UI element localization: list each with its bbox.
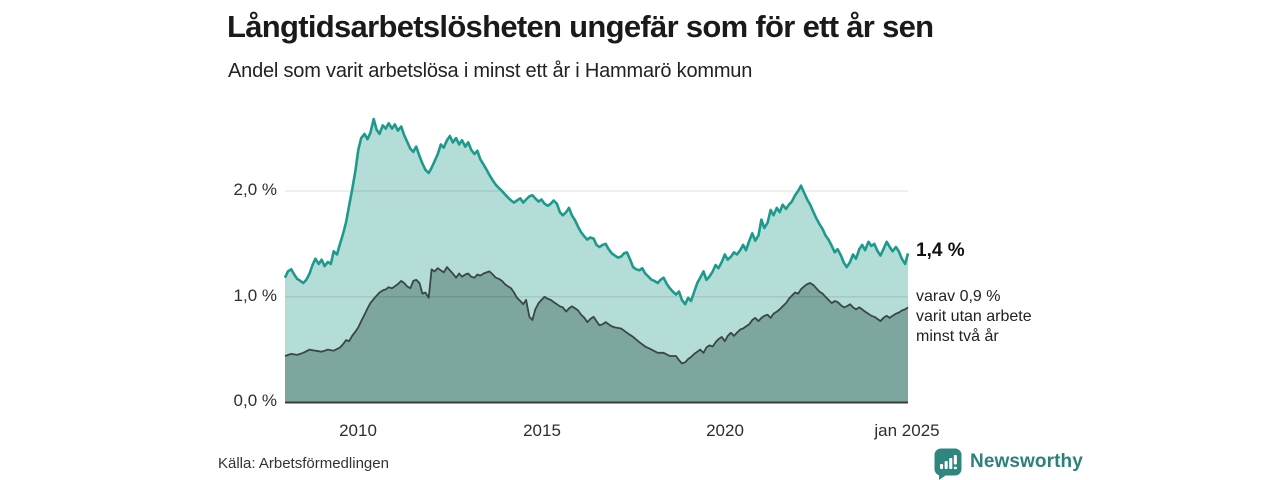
newsworthy-logo-text: Newsworthy bbox=[970, 451, 1083, 472]
series-end-value-label: 1,4 % bbox=[916, 240, 965, 261]
subseries-end-annotation: varav 0,9 % varit utan arbete minst två … bbox=[916, 287, 1032, 347]
series-line-0 bbox=[283, 117, 910, 306]
newsworthy-logo: Newsworthy bbox=[933, 447, 1083, 480]
x-tick-label-2020: 2020 bbox=[706, 421, 744, 440]
series-area-1 bbox=[285, 267, 908, 403]
source-attribution: Källa: Arbetsförmedlingen bbox=[218, 455, 389, 472]
series-line-1 bbox=[284, 266, 909, 365]
newsworthy-logo-icon bbox=[934, 448, 962, 480]
annotation-line-3: minst två år bbox=[916, 328, 999, 345]
annotation-line-2: varit utan arbete bbox=[916, 308, 1032, 325]
x-tick-label-2015: 2015 bbox=[523, 421, 561, 440]
annotation-line-1: varav 0,9 % bbox=[916, 288, 1001, 305]
chart-title: Långtidsarbetslösheten ungefär som för e… bbox=[227, 9, 934, 44]
chart-subtitle: Andel som varit arbetslösa i minst ett å… bbox=[228, 60, 753, 82]
series-lines bbox=[283, 117, 910, 365]
y-tick-label-2: 2,0 % bbox=[233, 180, 277, 199]
x-tick-label-2010: 2010 bbox=[339, 421, 377, 440]
y-tick-label-0: 0,0 % bbox=[233, 391, 277, 410]
y-tick-label-1: 1,0 % bbox=[233, 286, 277, 305]
series-areas bbox=[285, 119, 908, 403]
x-tick-label-jan-2025: jan 2025 bbox=[874, 421, 940, 440]
